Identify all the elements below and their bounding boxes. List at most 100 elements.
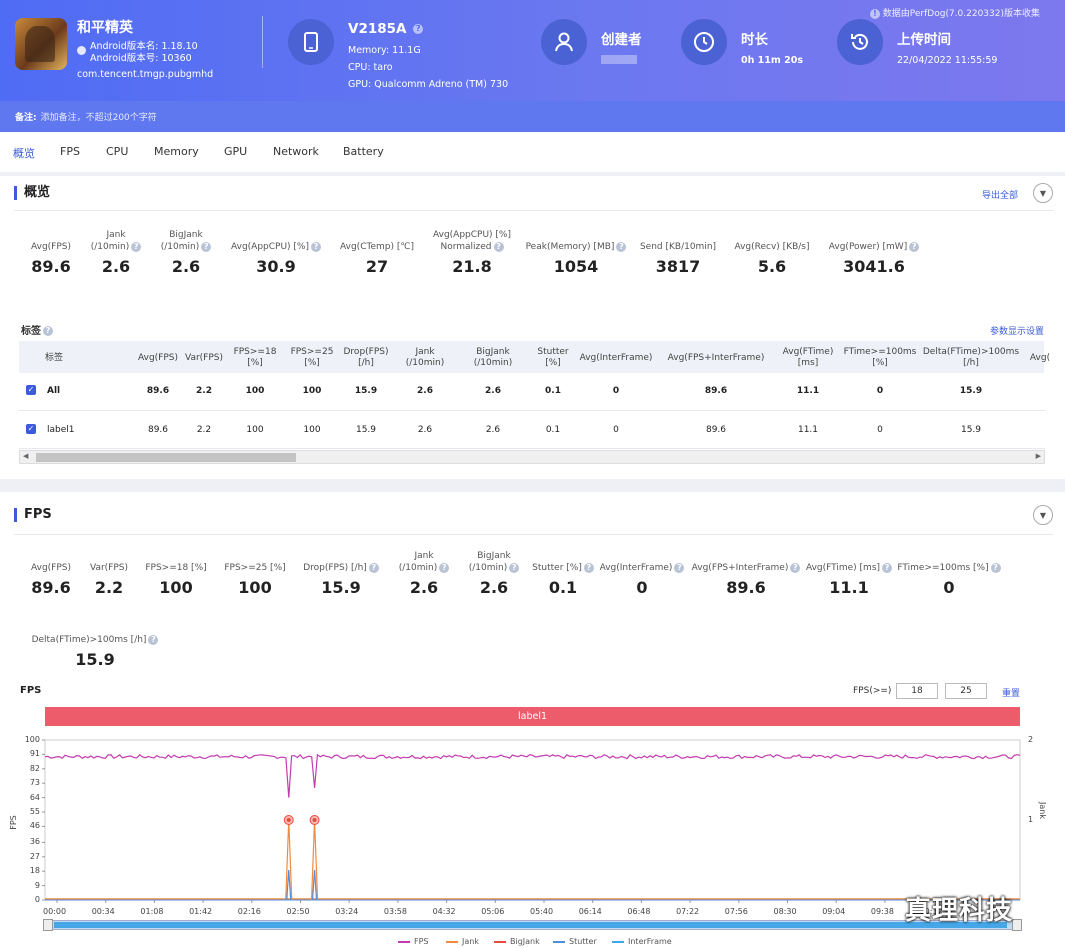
device-help-icon[interactable]: ? [413,24,424,34]
table-cell: 0.1 [545,386,561,396]
metric-value: 100 [238,578,272,597]
scroll-thumb[interactable] [36,453,296,462]
table-col-header[interactable]: Delta(FTime)>100ms [/h] [922,347,1020,368]
legend-item[interactable]: Jank [446,937,479,946]
table-col-header[interactable]: Avg(FPS+InterFrame) [667,353,765,363]
note-bar[interactable]: 备注: 添加备注，不超过200个字符 [0,101,1065,132]
help-icon[interactable]: ? [493,241,504,252]
tab-network[interactable]: Network [273,145,319,158]
tab-fps[interactable]: FPS [60,145,80,158]
tab-memory[interactable]: Memory [154,145,199,158]
table-col-header[interactable]: Avg(InterFrame) [579,353,653,363]
table-col-header[interactable]: FTime>=100ms [%] [843,347,917,368]
range-handle-left[interactable] [43,919,53,931]
help-icon[interactable]: ? [583,562,594,573]
metric-label: FPS>=18 [%] [145,563,207,573]
history-icon [837,19,883,65]
metric-6: BigJank (/10min)? 2.6 [424,550,564,597]
y-tick-label: 18 [29,866,40,876]
help-icon[interactable]: ? [674,562,685,573]
metric-label: Normalized? [402,241,542,253]
table-col-header[interactable]: Avg( [1029,353,1051,363]
table-horizontal-scrollbar[interactable]: ◀ ▶ [19,450,1045,464]
table-cell: 15.9 [354,386,378,396]
table-cell: 0 [612,386,620,396]
help-icon[interactable]: ? [990,562,1001,573]
table-cell: 2.2 [196,386,212,396]
scroll-left-icon[interactable]: ◀ [23,452,29,460]
device-gpu: GPU: Qualcomm Adreno (TM) 730 [348,79,509,90]
tab-cpu[interactable]: CPU [106,145,129,158]
help-icon[interactable]: ? [201,241,212,252]
metric-value: 15.9 [75,650,115,669]
info-icon: ! [869,8,880,19]
legend-item[interactable]: InterFrame [612,937,672,946]
metric-label: Delta(FTime)>100ms [/h]? [25,634,165,646]
table-cell: 15.9 [355,425,377,435]
legend-item[interactable]: BigJank [494,937,540,946]
metric-value: 0.1 [548,578,578,597]
help-icon[interactable]: ? [148,634,159,645]
table-cell: 100 [246,425,264,435]
overview-divider [14,210,1053,211]
table-col-header[interactable]: Drop(FPS) [/h] [343,347,389,368]
table-cell: 0 [613,425,619,435]
tab-gpu[interactable]: GPU [224,145,248,158]
table-col-header[interactable]: FPS>=18 [%] [233,347,277,368]
export-all-link[interactable]: 导出全部 [982,191,1019,201]
x-tick-label: 05:06 [481,907,505,916]
metric-4: Drop(FPS) [/h]? 15.9 [271,550,411,597]
overview-collapse-icon[interactable]: ▼ [1033,183,1053,203]
help-icon[interactable]: ? [616,241,627,252]
legend-item[interactable]: Stutter [553,937,597,946]
help-icon[interactable]: ? [509,562,520,573]
table-col-header[interactable]: Stutter [%] [537,347,569,368]
y-tick-label: 27 [29,851,40,861]
help-icon[interactable]: ? [368,562,379,573]
table-col-header[interactable]: Jank (/10min) [405,347,445,368]
legend-item[interactable]: FPS [398,937,429,946]
help-icon[interactable]: ? [131,241,142,252]
time-range-slider[interactable] [43,919,1022,931]
help-icon[interactable]: ? [882,562,893,573]
help-icon[interactable]: ? [439,562,450,573]
legend-label: InterFrame [628,937,672,946]
table-col-header[interactable]: BigJank (/10min) [473,347,513,368]
table-cell: All [47,386,61,396]
range-handle-right[interactable] [1012,919,1022,931]
metric-value: 3817 [655,257,701,276]
y2-tick-label: 1 [1028,815,1034,824]
scroll-right-icon[interactable]: ▶ [1035,452,1041,460]
note-input[interactable]: 添加备注，不超过200个字符 [40,113,157,123]
tab-overview[interactable]: 概览 [13,147,35,160]
help-icon[interactable]: ? [311,241,321,252]
help-icon[interactable]: ? [790,562,801,573]
table-col-header[interactable]: Var(FPS) [184,353,223,363]
fps-collapse-icon[interactable]: ▼ [1033,505,1053,525]
table-col-header[interactable]: 标签 [44,353,63,363]
help-icon[interactable]: ? [909,241,920,252]
fps-threshold-input-1[interactable]: 18 [896,683,938,699]
table-col-header[interactable]: Avg(FPS) [137,353,178,363]
table-cell: 2.6 [485,425,501,435]
metric-label: Stutter [%]? [493,562,633,574]
labels-help-icon[interactable]: ? [43,326,53,336]
metric-label: Avg(FPS) [30,563,71,573]
metric-7: Send [KB/10min] 3817 [608,229,748,276]
table-col-header[interactable]: FPS>=25 [%] [290,347,334,368]
row-checkbox[interactable]: ✓ [26,385,36,395]
tab-battery[interactable]: Battery [343,145,384,158]
reset-button[interactable]: 重置 [1002,689,1021,699]
label1-bar[interactable]: label1 [45,707,1020,726]
table-cell: 15.9 [960,425,982,435]
metric-label: Avg(Power) [mW]? [804,241,944,253]
param-settings-link[interactable]: 参数显示设置 [990,327,1045,337]
overview-card [0,176,1065,479]
legend-label: Stutter [569,937,597,946]
y-tick-label: 64 [29,792,40,802]
metric-label: (/10min)? [116,241,256,253]
row-checkbox[interactable]: ✓ [26,424,36,434]
fps-threshold-input-2[interactable]: 25 [945,683,987,699]
table-col-header[interactable]: Avg(FTime) [ms] [782,347,834,368]
metric-6: Peak(Memory) [MB]? 1054 [506,229,646,276]
